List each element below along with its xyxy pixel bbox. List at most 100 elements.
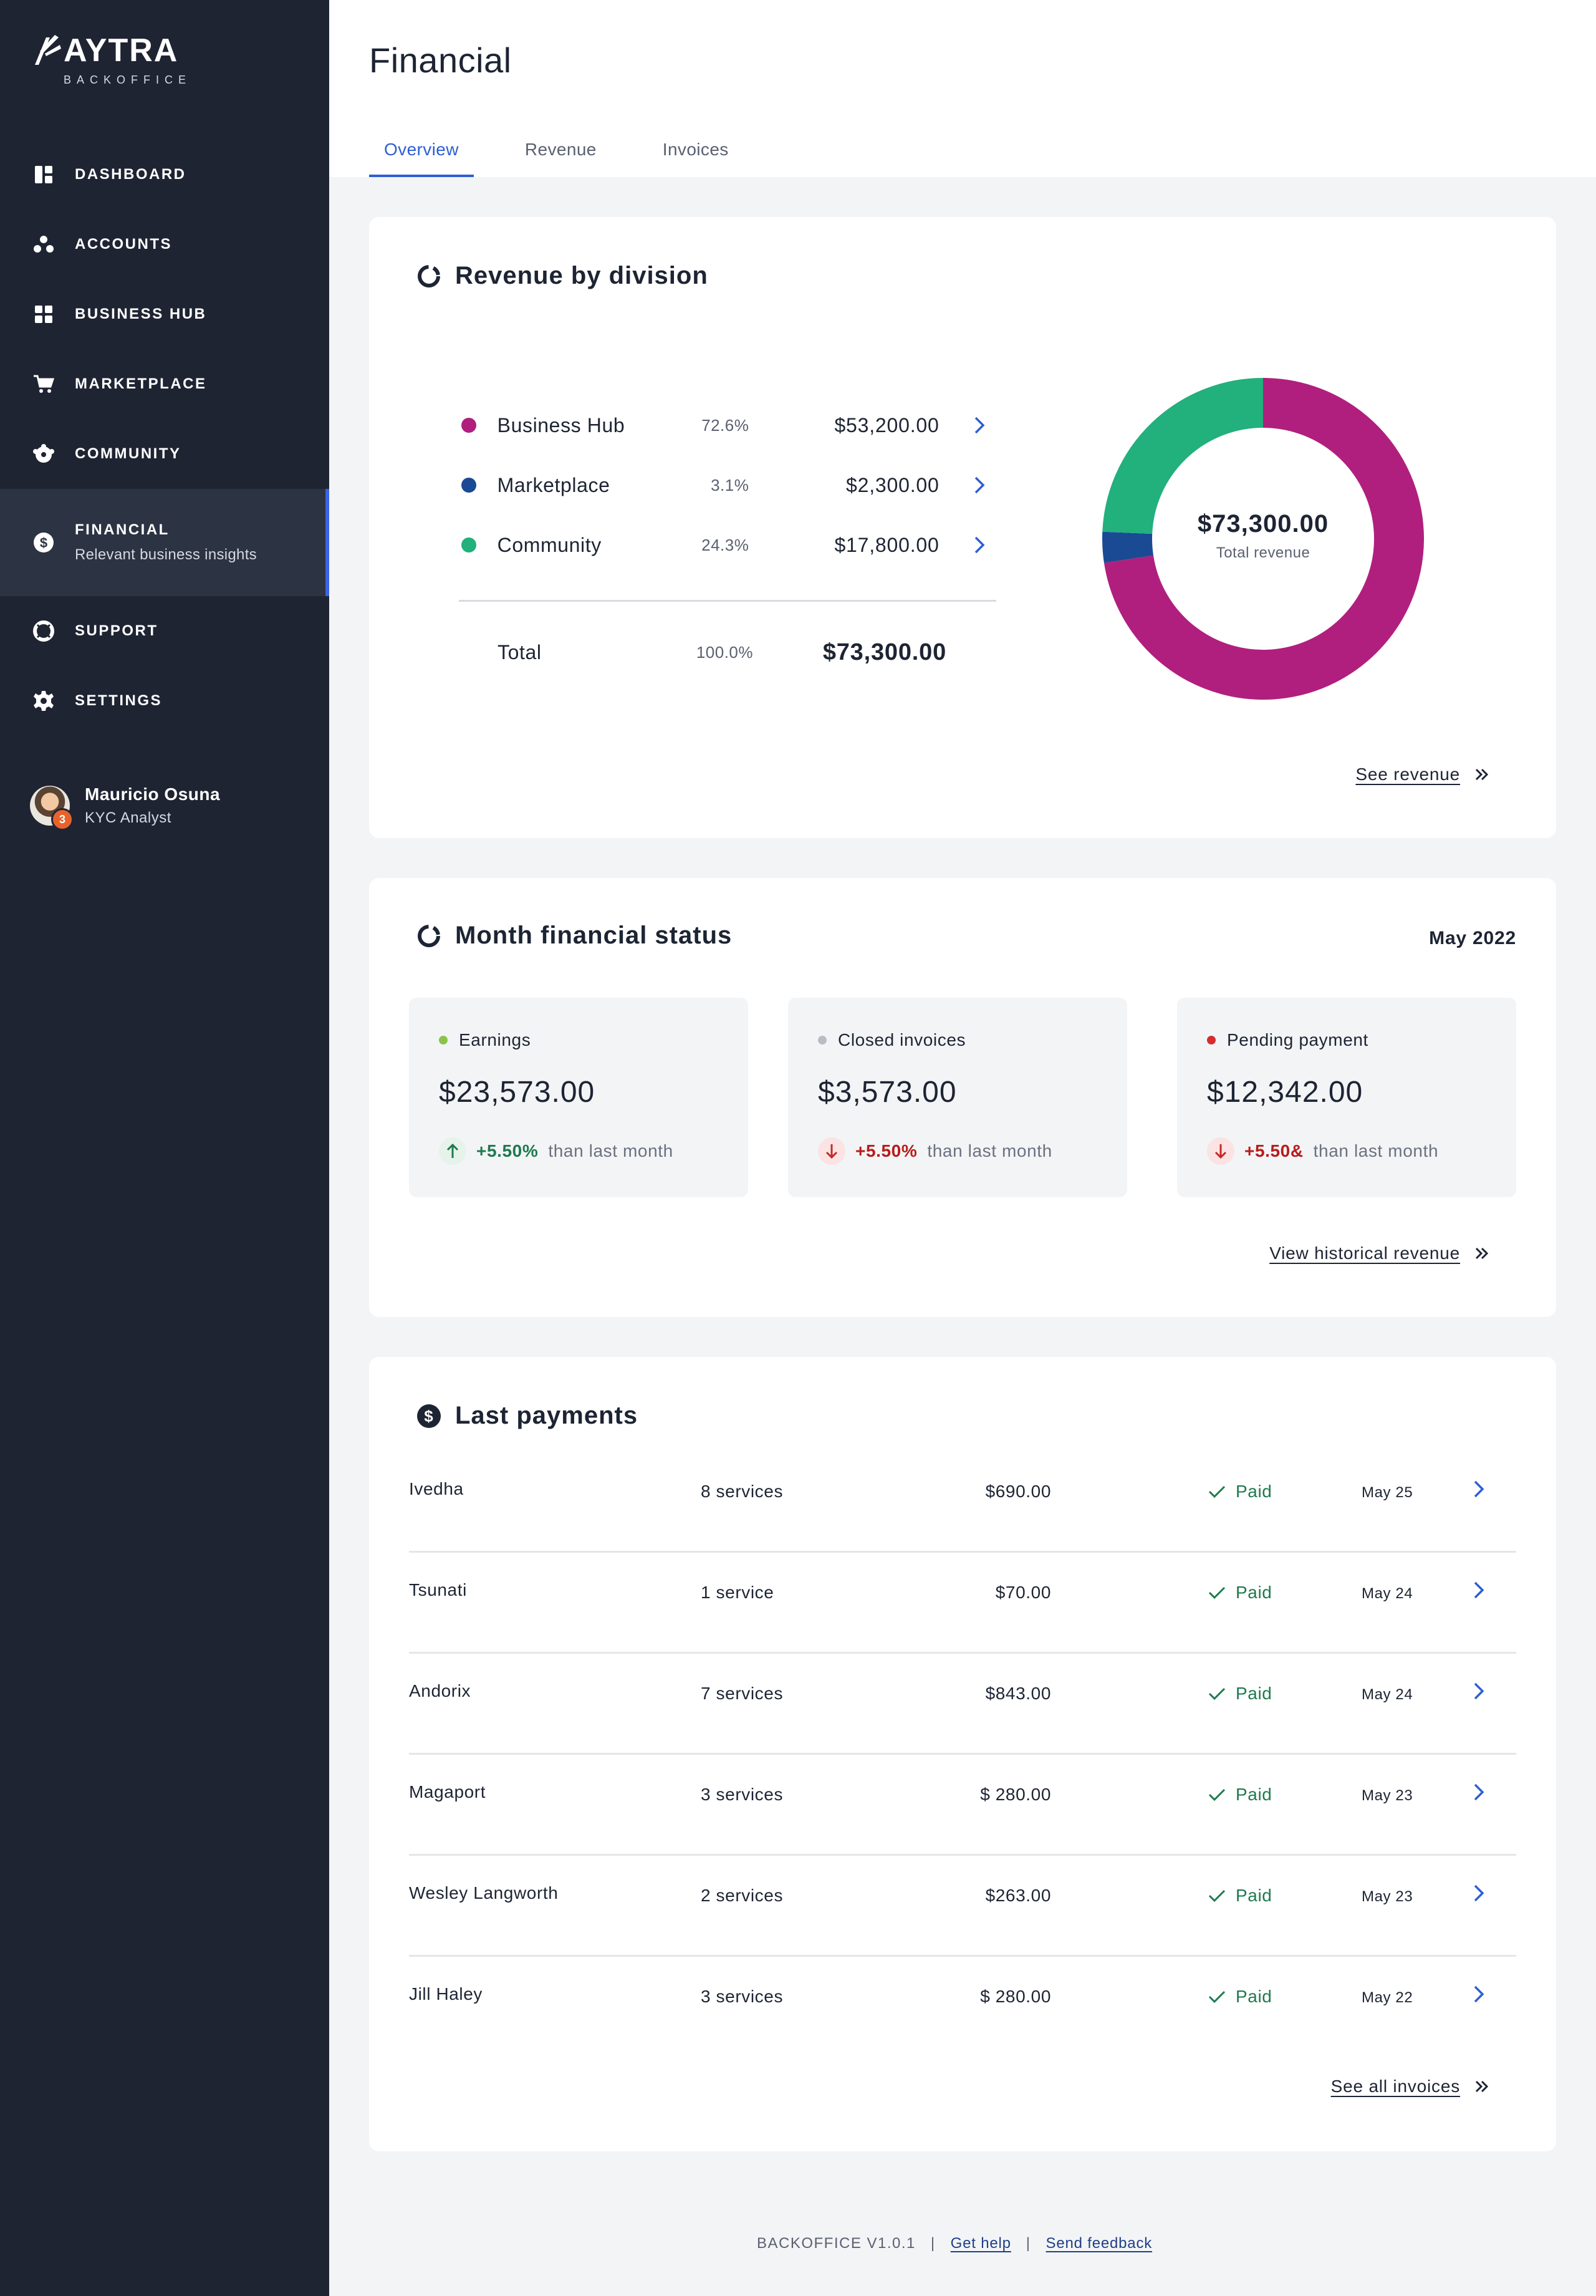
table-row[interactable]: Wesley Langworth 2 services $263.00 Paid… — [409, 1856, 1516, 1957]
payment-date: May 24 — [1362, 1585, 1413, 1602]
stat-change: +5.50% — [476, 1141, 539, 1160]
user-role: KYC Analyst — [85, 809, 171, 826]
chevron-right-icon[interactable] — [973, 475, 998, 495]
status-month: May 2022 — [1429, 928, 1516, 948]
payment-status: Paid — [1208, 1987, 1272, 2007]
sidebar-item-label: ACCOUNTS — [75, 236, 172, 253]
notification-badge: 3 — [51, 808, 74, 831]
payment-date: May 23 — [1362, 1787, 1413, 1804]
send-feedback-link[interactable]: Send feedback — [1046, 2235, 1153, 2252]
dashboard-icon — [32, 163, 55, 186]
chevron-right-icon[interactable] — [1473, 1984, 1485, 2009]
revenue-card-title: Revenue by division — [416, 262, 708, 290]
sidebar-item-business-hub[interactable]: BUSINESS HUB — [0, 279, 329, 349]
table-row[interactable]: Jill Haley 3 services $ 280.00 Paid May … — [409, 1957, 1516, 2058]
status-dot — [1207, 1036, 1216, 1044]
user-name: Mauricio Osuna — [85, 784, 221, 804]
see-revenue-link[interactable]: See revenue — [1355, 765, 1490, 784]
payments-title-text: Last payments — [455, 1402, 638, 1429]
sidebar-item-financial[interactable]: $ FINANCIAL Relevant business insights — [0, 489, 329, 596]
chevron-right-icon[interactable] — [1473, 1883, 1485, 1908]
payment-amount: $690.00 — [985, 1482, 1051, 1501]
view-historical-revenue-link[interactable]: View historical revenue — [1269, 1243, 1490, 1263]
stat-compare: than last month — [548, 1141, 673, 1160]
legend-dot — [461, 478, 476, 493]
brand-logo[interactable]: AYTRA BACKOFFICE — [31, 32, 191, 87]
payment-status-text: Paid — [1236, 1886, 1272, 1905]
chevron-right-icon[interactable] — [973, 415, 998, 435]
footer-separator: | — [1026, 2235, 1031, 2252]
arrow-up-icon — [439, 1137, 466, 1165]
service-count: 2 services — [701, 1886, 784, 1905]
tab-bar: Overview Revenue Invoices — [369, 137, 780, 177]
table-row[interactable]: Magaport 3 services $ 280.00 Paid May 23 — [409, 1755, 1516, 1856]
page-footer: BACKOFFICE V1.0.1 | Get help | Send feed… — [757, 2235, 1152, 2252]
get-help-link[interactable]: Get help — [950, 2235, 1011, 2252]
chevron-right-icon[interactable] — [1473, 1681, 1485, 1705]
chevron-right-icon[interactable] — [1473, 1479, 1485, 1503]
service-count: 1 service — [701, 1583, 774, 1602]
legend-spacer — [461, 645, 476, 660]
table-row[interactable]: Andorix 7 services $843.00 Paid May 24 — [409, 1654, 1516, 1755]
sidebar-item-dashboard[interactable]: DASHBOARD — [0, 140, 329, 210]
see-all-invoices-link[interactable]: See all invoices — [1331, 2077, 1490, 2096]
payment-date: May 23 — [1362, 1888, 1413, 1905]
accounts-icon — [32, 233, 55, 256]
arrow-down-icon — [1207, 1137, 1234, 1165]
payments-card-title: $ Last payments — [416, 1402, 638, 1430]
sidebar-item-label: MARKETPLACE — [75, 375, 207, 392]
payment-status: Paid — [1208, 1785, 1272, 1805]
sidebar-item-support[interactable]: SUPPORT — [0, 596, 329, 666]
closed-invoices-card[interactable]: Closed invoices $3,573.00 +5.50% than la… — [788, 998, 1127, 1197]
revenue-row-total: Total 100.0% $73,300.00 — [461, 634, 998, 671]
sidebar-item-settings[interactable]: SETTINGS — [0, 666, 329, 736]
svg-text:$: $ — [40, 535, 47, 551]
donut-slice-community[interactable] — [1102, 378, 1264, 534]
tab-invoices[interactable]: Invoices — [662, 140, 729, 159]
chevron-right-icon[interactable] — [1473, 1782, 1485, 1806]
status-dot — [439, 1036, 448, 1044]
payment-status-text: Paid — [1236, 1482, 1272, 1501]
footer-separator: | — [930, 2235, 936, 2252]
payment-amount: $70.00 — [995, 1583, 1051, 1602]
sidebar-item-marketplace[interactable]: MARKETPLACE — [0, 349, 329, 419]
stat-trend: +5.50& than last month — [1207, 1137, 1438, 1165]
lifebuoy-icon — [32, 620, 55, 642]
avatar: 3 — [30, 786, 74, 831]
payment-status: Paid — [1208, 1583, 1272, 1603]
payer-name: Tsunati — [409, 1580, 467, 1599]
payment-status-text: Paid — [1236, 1583, 1272, 1602]
revenue-row-business-hub[interactable]: Business Hub 72.6% $53,200.00 — [461, 407, 998, 444]
stat-trend: +5.50% than last month — [439, 1137, 673, 1165]
tab-revenue[interactable]: Revenue — [524, 140, 597, 159]
sidebar-item-accounts[interactable]: ACCOUNTS — [0, 210, 329, 279]
double-chevron-right-icon — [1475, 2080, 1489, 2093]
stat-value: $23,573.00 — [439, 1076, 595, 1109]
payer-name: Ivedha — [409, 1479, 464, 1498]
revenue-row-marketplace[interactable]: Marketplace 3.1% $2,300.00 — [461, 466, 998, 504]
chevron-right-icon[interactable] — [1473, 1580, 1485, 1604]
see-revenue-text: See revenue — [1355, 765, 1460, 784]
user-profile[interactable]: 3 Mauricio Osuna KYC Analyst — [30, 784, 221, 831]
payment-status: Paid — [1208, 1482, 1272, 1502]
sidebar-item-community[interactable]: COMMUNITY — [0, 419, 329, 489]
stat-compare: than last month — [1313, 1141, 1439, 1160]
double-chevron-right-icon — [1475, 1247, 1489, 1260]
donut-chart-icon — [418, 264, 440, 287]
donut-slice-business-hub[interactable] — [1103, 378, 1424, 700]
division-percent: 3.1% — [711, 475, 749, 494]
donut-slice-marketplace[interactable] — [1102, 531, 1154, 563]
revenue-row-community[interactable]: Community 24.3% $17,800.00 — [461, 526, 998, 564]
table-row[interactable]: Tsunati 1 service $70.00 Paid May 24 — [409, 1553, 1516, 1654]
gear-icon — [32, 690, 55, 712]
payment-date: May 24 — [1362, 1686, 1413, 1703]
pending-payment-card[interactable]: Pending payment $12,342.00 +5.50& than l… — [1177, 998, 1516, 1197]
sidebar-item-label: SUPPORT — [75, 622, 158, 639]
revenue-divider — [459, 600, 996, 602]
chevron-right-icon[interactable] — [973, 535, 998, 555]
stat-label: Closed invoices — [838, 1030, 966, 1049]
tab-overview[interactable]: Overview — [369, 137, 474, 177]
earnings-card[interactable]: Earnings $23,573.00 +5.50% than last mon… — [409, 998, 748, 1197]
revenue-title-text: Revenue by division — [455, 262, 708, 289]
table-row[interactable]: Ivedha 8 services $690.00 Paid May 25 — [409, 1452, 1516, 1553]
